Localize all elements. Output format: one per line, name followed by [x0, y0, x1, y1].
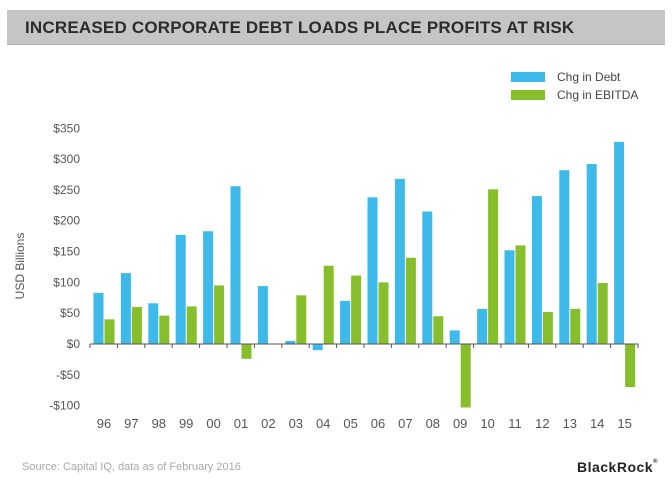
x-tick-label: 07 — [398, 416, 412, 431]
x-tick-label: 02 — [261, 416, 275, 431]
bar-debt — [120, 273, 131, 344]
bar-debt — [394, 178, 405, 344]
bar-ebitda — [351, 275, 362, 344]
x-tick-label: 01 — [234, 416, 248, 431]
bar-debt — [93, 292, 104, 344]
bar-ebitda — [186, 306, 197, 344]
bar-ebitda — [378, 282, 389, 344]
bar-debt — [257, 286, 268, 344]
bar-ebitda — [433, 316, 444, 344]
brand-name: BlackRock — [576, 459, 654, 475]
bar-debt — [340, 300, 351, 344]
bar-debt — [614, 141, 625, 344]
source-note: Source: Capital IQ, data as of February … — [22, 461, 241, 473]
y-tick-label: $50 — [60, 306, 80, 320]
y-tick-label: -$50 — [56, 368, 80, 382]
y-tick-label: $100 — [53, 275, 80, 289]
x-tick-label: 09 — [453, 416, 467, 431]
bar-ebitda — [131, 307, 142, 344]
bar-debt — [449, 330, 460, 344]
bar-debt — [148, 303, 159, 344]
chart-title: INCREASED CORPORATE DEBT LOADS PLACE PRO… — [25, 18, 575, 37]
y-axis-label: USD Billions — [13, 233, 27, 300]
x-tick-label: 05 — [343, 416, 357, 431]
title-bar: INCREASED CORPORATE DEBT LOADS PLACE PRO… — [7, 10, 665, 45]
x-tick-label: 15 — [617, 416, 631, 431]
bar-ebitda — [460, 344, 471, 408]
x-tick-label: 14 — [590, 416, 604, 431]
x-tick-label: 99 — [179, 416, 193, 431]
bar-debt — [203, 231, 214, 344]
bar-ebitda — [104, 319, 115, 344]
bar-ebitda — [488, 189, 499, 344]
x-tick-label: 12 — [535, 416, 549, 431]
bar-ebitda — [159, 315, 170, 344]
x-tick-label: 06 — [371, 416, 385, 431]
bar-ebitda — [296, 295, 307, 344]
y-tick-label: $200 — [53, 214, 80, 228]
bar-ebitda — [405, 257, 416, 344]
bar-ebitda — [570, 308, 581, 344]
bar-ebitda — [214, 285, 225, 344]
bar-debt — [504, 250, 515, 344]
bar-ebitda — [597, 282, 608, 344]
bar-debt — [230, 186, 241, 344]
x-tick-label: 04 — [316, 416, 330, 431]
x-tick-label: 13 — [563, 416, 577, 431]
x-tick-label: 11 — [508, 416, 522, 431]
x-tick-label: 00 — [206, 416, 220, 431]
bar-ebitda — [323, 265, 334, 344]
bar-debt — [285, 340, 296, 344]
bar-ebitda — [625, 344, 636, 388]
bar-ebitda — [542, 311, 553, 344]
legend-label-debt: Chg in Debt — [557, 70, 621, 84]
y-tick-label: $350 — [53, 121, 80, 135]
bar-debt — [422, 211, 433, 344]
bar-debt — [559, 170, 570, 344]
legend-swatch-ebitda — [511, 90, 545, 100]
x-tick-label: 98 — [152, 416, 166, 431]
x-tick-label: 08 — [426, 416, 440, 431]
y-tick-label: $250 — [53, 183, 80, 197]
y-tick-label: $0 — [67, 337, 81, 351]
bar-debt — [367, 197, 378, 344]
brand-mark: ® — [653, 459, 658, 465]
y-tick-label: -$100 — [49, 399, 80, 413]
x-tick-label: 97 — [124, 416, 138, 431]
legend-label-ebitda: Chg in EBITDA — [557, 88, 638, 102]
bar-debt — [175, 234, 186, 344]
bar-debt — [477, 308, 488, 344]
bar-ebitda — [515, 245, 526, 344]
legend-swatch-debt — [511, 72, 545, 82]
x-tick-label: 10 — [480, 416, 494, 431]
bar-debt — [312, 344, 323, 351]
y-tick-label: $300 — [53, 152, 80, 166]
bar-ebitda — [241, 344, 252, 359]
x-tick-label: 96 — [97, 416, 111, 431]
x-tick-label: 03 — [289, 416, 303, 431]
bar-debt — [586, 164, 597, 344]
bar-debt — [531, 196, 542, 344]
brand-logo: BlackRock® — [577, 459, 658, 475]
y-tick-label: $150 — [53, 245, 80, 259]
